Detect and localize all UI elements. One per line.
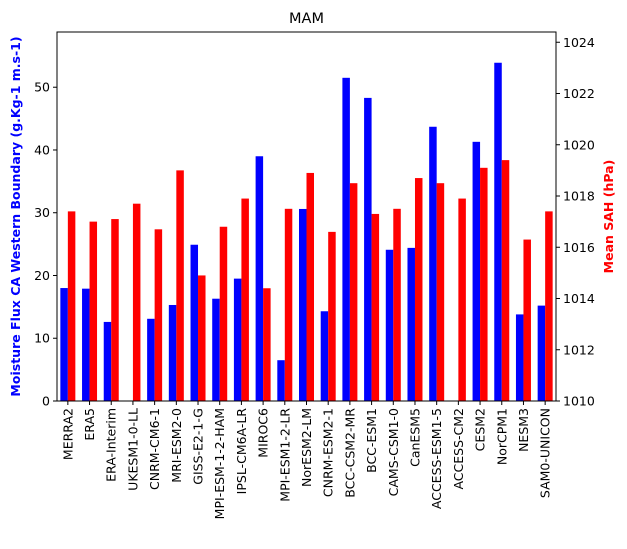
moisture-flux-bar xyxy=(212,298,220,401)
moisture-flux-bar xyxy=(407,247,415,401)
x-tick-label: CNRM-ESM2-1 xyxy=(321,408,336,497)
mean-sah-bar xyxy=(132,203,141,401)
x-tick-label: CESM2 xyxy=(473,408,488,451)
mean-sah-bar xyxy=(349,183,358,401)
left-y-axis: 0 10 20 30 40 50 xyxy=(34,80,57,409)
x-tick-label: NESM3 xyxy=(516,408,531,452)
mean-sah-bar xyxy=(176,170,184,401)
chart-title: MAM xyxy=(289,11,324,27)
right-tick-label: 1020 xyxy=(563,137,595,152)
moisture-flux-bar xyxy=(342,77,350,402)
x-tick-label: NorESM2-LM xyxy=(299,408,314,487)
x-tick-label: ERA5 xyxy=(82,408,97,441)
left-tick-label: 50 xyxy=(34,80,50,95)
moisture-flux-bar xyxy=(537,305,546,401)
x-tick-label: BCC-ESM1 xyxy=(364,408,379,473)
moisture-flux-bar xyxy=(320,311,329,401)
x-tick-label: NorCPM1 xyxy=(494,408,509,465)
x-tick-label: ERA-Interim xyxy=(104,408,119,482)
moisture-flux-bar xyxy=(255,156,264,401)
moisture-flux-bar xyxy=(82,288,90,401)
moisture-flux-bar xyxy=(190,244,199,401)
right-tick-label: 1018 xyxy=(563,189,595,204)
left-tick-label: 20 xyxy=(34,268,50,283)
moisture-flux-bar xyxy=(429,126,437,402)
left-tick-label: 10 xyxy=(34,331,50,346)
x-tick-label: ACCESS-CM2 xyxy=(451,408,466,490)
x-tick-label: SAM0-UNICON xyxy=(538,408,553,498)
right-tick-label: 1022 xyxy=(563,86,595,101)
moisture-flux-bars xyxy=(60,62,546,402)
mean-sah-bar xyxy=(89,221,98,401)
moisture-flux-bar xyxy=(103,321,112,401)
left-tick-label: 30 xyxy=(34,205,50,220)
mean-sah-bar xyxy=(371,213,380,401)
mean-sah-bar xyxy=(154,229,163,401)
moisture-flux-bar xyxy=(472,141,481,402)
mean-sah-bar xyxy=(480,167,488,401)
mean-sah-bar xyxy=(306,172,314,401)
mean-sah-bar xyxy=(198,275,206,401)
mean-sah-bar xyxy=(67,211,76,401)
mean-sah-bar xyxy=(393,208,401,401)
left-tick-label: 0 xyxy=(42,394,50,409)
x-tick-label: CNRM-CM6-1 xyxy=(147,408,162,490)
moisture-flux-bar xyxy=(299,208,307,401)
moisture-flux-bar xyxy=(385,249,394,401)
x-tick-label: CAMS-CSM1-0 xyxy=(386,408,401,496)
mean-sah-bar xyxy=(219,226,228,401)
x-tick-label: MRI-ESM2-0 xyxy=(169,408,184,483)
moisture-flux-bar xyxy=(168,304,177,401)
moisture-flux-bar xyxy=(364,97,372,402)
x-tick-label: MIROC6 xyxy=(256,408,271,458)
x-tick-label: CanESM5 xyxy=(407,408,422,467)
left-axis-label: Moisture Flux CA Western Boundary (g.Kg-… xyxy=(8,36,23,396)
left-tick-label: 40 xyxy=(34,142,50,157)
mean-sah-bar xyxy=(523,239,531,401)
x-axis: MERRA2 ERA5 ERA-Interim UKESM1-0-LL CNRM-CM6… xyxy=(60,401,553,519)
x-tick-label: GISS-E2-1-G xyxy=(191,408,206,485)
x-tick-label: MERRA2 xyxy=(60,408,75,460)
mean-sah-bar xyxy=(414,178,423,401)
x-tick-label: UKESM1-0-LL xyxy=(125,408,140,491)
x-tick-label: MPI-ESM1-2-LR xyxy=(277,408,292,502)
moisture-flux-bar xyxy=(515,314,524,401)
mean-sah-bars xyxy=(67,160,553,401)
right-tick-label: 1016 xyxy=(563,240,595,255)
moisture-flux-bar xyxy=(494,62,502,401)
right-axis-label: Mean SAH (hPa) xyxy=(601,160,616,274)
mean-sah-bar xyxy=(501,160,510,401)
mean-sah-bar xyxy=(111,219,119,401)
moisture-flux-bar xyxy=(277,360,285,401)
moisture-flux-bar xyxy=(60,288,68,401)
x-tick-label: MPI-ESM-1-2-HAM xyxy=(212,408,227,519)
mean-sah-bar xyxy=(436,183,445,401)
mean-sah-bar xyxy=(545,211,553,401)
right-tick-label: 1010 xyxy=(563,394,595,409)
right-y-axis: 1010 1012 1014 1016 1018 1020 1022 1024 xyxy=(556,35,595,409)
right-tick-label: 1012 xyxy=(563,342,595,357)
mean-sah-bar xyxy=(284,208,293,401)
right-tick-label: 1024 xyxy=(563,35,595,50)
x-tick-label: IPSL-CM6A-LR xyxy=(234,408,249,495)
moisture-flux-bar xyxy=(147,318,155,401)
mean-sah-bar xyxy=(263,288,271,401)
moisture-flux-bar xyxy=(233,278,242,401)
mean-sah-bar xyxy=(328,231,336,401)
x-tick-label: BCC-CSM2-MR xyxy=(342,408,357,498)
right-tick-label: 1014 xyxy=(563,291,595,306)
mean-sah-bar xyxy=(458,198,466,401)
mean-sah-bar xyxy=(241,198,249,401)
x-tick-label: ACCESS-ESM1-5 xyxy=(429,408,444,509)
